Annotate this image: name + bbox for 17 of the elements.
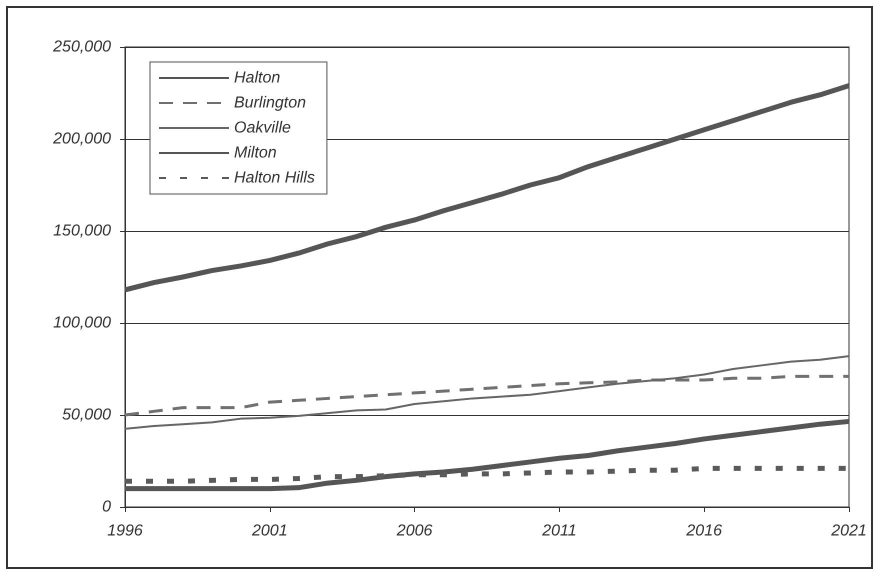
x-tick-label: 2016 [685,522,722,540]
legend-label: Burlington [234,94,306,112]
legend-label: Oakville [234,120,292,136]
legend-label: Halton Hills [234,170,315,186]
legend-label: Halton [234,70,280,86]
legend-label: Milton [234,144,277,162]
y-tick-label: 0 [102,498,112,516]
y-tick-label: 100,000 [53,314,112,332]
y-tick-label: 150,000 [53,222,112,240]
x-tick-label: 2011 [541,522,577,540]
y-tick-label: 50,000 [62,406,112,424]
x-tick-label: 2001 [251,522,288,540]
x-tick-label: 2021 [830,522,867,540]
y-tick-label: 200,000 [52,130,112,148]
x-tick-label: 2006 [396,522,432,540]
x-tick-label: 1996 [107,522,143,540]
y-tick-label: 250,000 [52,38,112,56]
